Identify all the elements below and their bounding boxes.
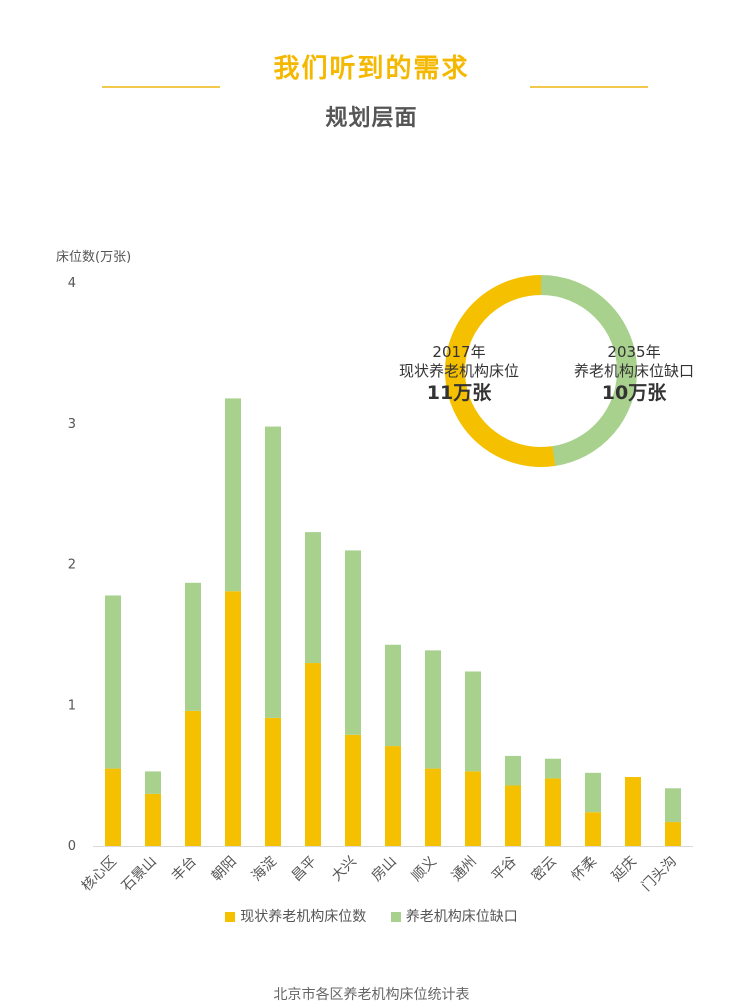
x-tick-label: 平谷 — [489, 854, 520, 885]
x-tick-label: 石景山 — [119, 854, 160, 895]
chart-caption: 北京市各区养老机构床位统计表 — [273, 987, 470, 1003]
x-tick-label: 大兴 — [329, 854, 360, 885]
page-title: 我们听到的需求 — [273, 54, 470, 84]
y-tick-label: 3 — [68, 417, 76, 432]
donut-current-desc: 现状养老机构床位 — [398, 362, 519, 380]
x-tick-label: 丰台 — [169, 854, 200, 885]
bar-current-12 — [585, 812, 601, 846]
legend-swatch-gap — [390, 912, 401, 922]
bar-gap-11 — [545, 758, 561, 779]
x-tick-label: 怀柔 — [569, 854, 600, 885]
bar-current-6 — [345, 734, 361, 846]
x-tick-label: 昌平 — [289, 854, 320, 885]
title-area: 我们听到的需求 — [0, 48, 743, 92]
y-tick-label: 4 — [68, 276, 76, 291]
legend-label-current: 现状养老机构床位数 — [240, 909, 367, 925]
donut-current-year: 2017年 — [432, 343, 486, 361]
chart-legend: 现状养老机构床位数 养老机构床位缺口 — [0, 906, 743, 926]
y-tick-label: 2 — [68, 558, 76, 573]
bar-current-7 — [385, 746, 401, 846]
donut-label-gap: 2035年 养老机构床位缺口 10万张 — [563, 343, 705, 405]
bar-gap-12 — [585, 772, 601, 813]
title-divider-left — [102, 86, 220, 88]
bar-gap-6 — [345, 550, 361, 735]
bar-current-13 — [625, 777, 641, 846]
legend-item-gap: 养老机构床位缺口 — [390, 906, 518, 926]
page-subtitle: 规划层面 — [325, 106, 418, 131]
legend-item-current: 现状养老机构床位数 — [225, 906, 366, 926]
bar-current-0 — [105, 768, 121, 846]
x-tick-label: 核心区 — [79, 854, 120, 895]
bar-current-14 — [665, 822, 681, 846]
bar-gap-10 — [505, 755, 521, 786]
bar-current-10 — [505, 785, 521, 846]
bar-gap-5 — [305, 532, 321, 664]
bar-current-5 — [305, 663, 321, 846]
x-tick-label: 房山 — [369, 854, 400, 885]
bar-gap-14 — [665, 788, 681, 823]
donut-gap-desc: 养老机构床位缺口 — [573, 362, 694, 380]
legend-swatch-current — [225, 912, 236, 922]
donut-segment-current — [445, 275, 637, 467]
bar-current-3 — [225, 591, 241, 846]
bar-current-8 — [425, 768, 441, 846]
x-tick-label: 海淀 — [249, 854, 280, 885]
bar-gap-4 — [265, 426, 281, 718]
donut-gap-year: 2035年 — [607, 343, 661, 361]
x-tick-label: 顺义 — [409, 854, 440, 885]
bar-current-2 — [185, 710, 201, 846]
bar-current-1 — [145, 793, 161, 846]
x-tick-label: 密云 — [528, 853, 560, 885]
y-tick-label: 1 — [68, 698, 76, 713]
y-axis-label: 床位数(万张) — [56, 250, 132, 265]
donut-label-current: 2017年 现状养老机构床位 11万张 — [388, 343, 530, 405]
donut-current-value: 11万张 — [426, 382, 492, 404]
title-divider-right — [530, 86, 648, 88]
legend-label-gap: 养老机构床位缺口 — [405, 909, 518, 925]
bar-current-9 — [465, 771, 481, 846]
x-tick-label: 通州 — [449, 854, 480, 885]
bar-gap-9 — [465, 671, 481, 772]
x-tick-label: 延庆 — [609, 854, 640, 885]
y-tick-label: 0 — [68, 839, 76, 854]
bar-gap-0 — [105, 595, 121, 769]
bar-gap-3 — [225, 398, 241, 592]
bar-current-11 — [545, 778, 561, 846]
bar-gap-8 — [425, 650, 441, 769]
bar-gap-7 — [385, 644, 401, 747]
bar-gap-1 — [145, 771, 161, 794]
bar-current-4 — [265, 717, 281, 846]
bar-gap-2 — [185, 582, 201, 711]
x-tick-label: 朝阳 — [209, 854, 240, 885]
x-tick-label: 门头沟 — [639, 854, 680, 895]
donut-gap-value: 10万张 — [601, 382, 667, 404]
